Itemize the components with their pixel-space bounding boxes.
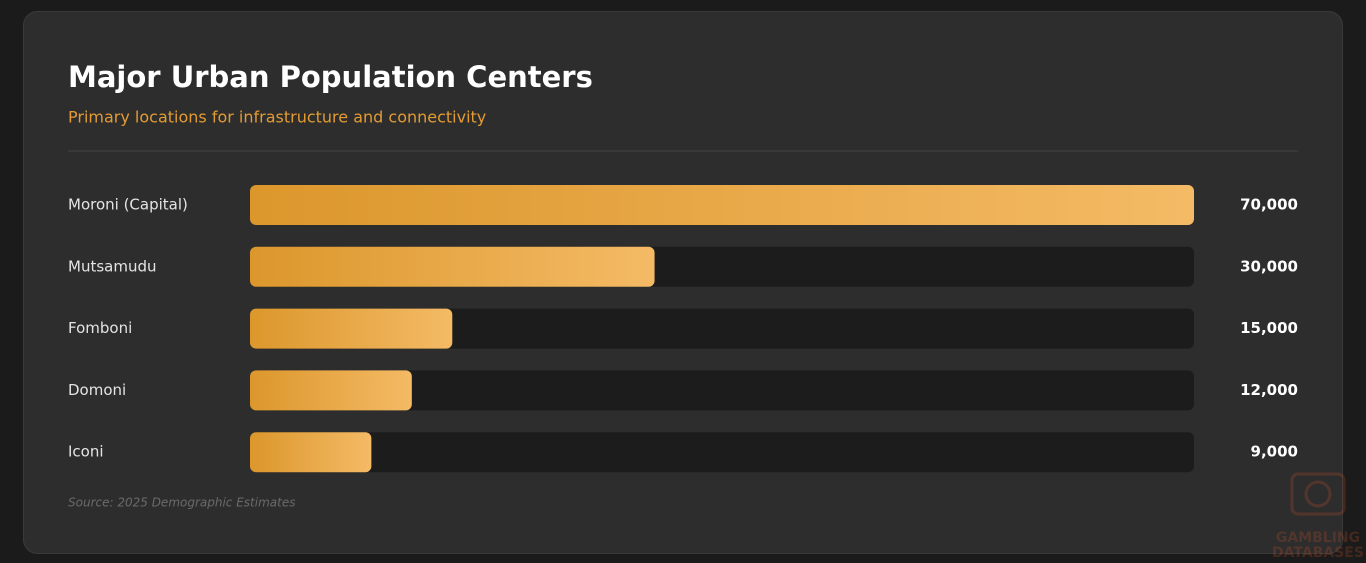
category-label: Moroni (Capital) <box>68 196 188 214</box>
bar <box>250 370 412 411</box>
bar <box>250 432 372 473</box>
value-label: 70,000 <box>1240 196 1298 214</box>
bar <box>250 308 453 349</box>
watermark-icon <box>1290 472 1346 516</box>
bar <box>250 246 655 287</box>
category-label: Mutsamudu <box>68 257 156 275</box>
chart-title: Major Urban Population Centers <box>68 60 593 94</box>
category-label: Iconi <box>68 443 104 461</box>
value-label: 9,000 <box>1251 443 1298 461</box>
chart-subtitle: Primary locations for infrastructure and… <box>68 108 486 127</box>
category-label: Domoni <box>68 381 126 399</box>
bar-track <box>250 308 1194 349</box>
watermark-text: DATABASES <box>1272 545 1364 561</box>
bar <box>250 185 1194 225</box>
bar-track <box>250 370 1194 411</box>
watermark-icon <box>1304 480 1332 508</box>
category-label: Fomboni <box>68 319 132 337</box>
value-label: 15,000 <box>1240 319 1298 337</box>
value-label: 30,000 <box>1240 257 1298 275</box>
watermark-text: GAMBLING <box>1276 530 1360 546</box>
value-label: 12,000 <box>1240 381 1298 399</box>
watermark: GAMBLING DATABASES <box>1272 472 1364 561</box>
source-note: Source: 2025 Demographic Estimates <box>68 496 295 510</box>
bar-track <box>250 432 1194 473</box>
